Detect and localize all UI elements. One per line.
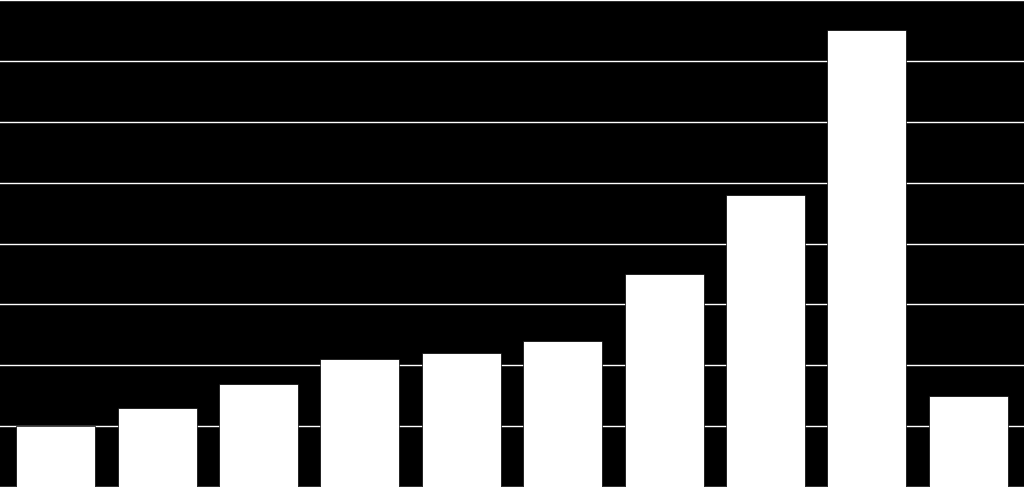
Bar <box>321 359 399 487</box>
Bar <box>625 274 703 487</box>
Bar <box>827 30 906 487</box>
Bar <box>422 353 501 487</box>
Bar <box>219 384 298 487</box>
Bar <box>118 408 197 487</box>
Bar <box>929 395 1008 487</box>
Bar <box>726 195 805 487</box>
Bar <box>523 341 602 487</box>
Bar <box>16 426 95 487</box>
